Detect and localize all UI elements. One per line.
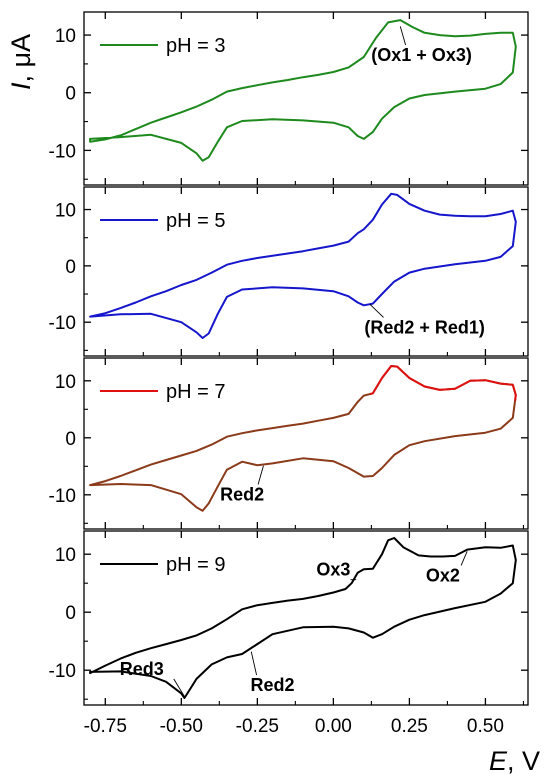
panel-frame <box>83 357 529 530</box>
series-line <box>89 19 517 162</box>
annotation-label: Ox2 <box>426 565 460 585</box>
panel-frame <box>83 11 529 186</box>
annotation-label: (Ox1 + Ox3) <box>371 45 472 65</box>
panel-2: 10 0 -10 pH = 5 (Red2 + Red1) <box>49 186 529 357</box>
annotation-leader <box>369 303 384 318</box>
series-line-upper <box>369 365 517 401</box>
series-line <box>89 192 517 339</box>
annotation-leader <box>257 465 264 485</box>
y-tick-label: 10 <box>55 372 76 393</box>
series-line <box>89 537 517 699</box>
y-tick-label: 10 <box>55 201 76 222</box>
annotation-leader <box>173 678 185 697</box>
x-tick-label: -0.25 <box>236 716 279 737</box>
x-axis-title: E, V <box>489 746 540 776</box>
panel-3: 10 0 -10 pH = 7 Red2 <box>49 357 529 530</box>
y-tick-label: 0 <box>65 257 76 278</box>
legend-label: pH = 5 <box>166 210 225 232</box>
x-axis-title-variable: E <box>489 746 508 776</box>
annotation-label: Red2 <box>220 485 264 505</box>
panel-4: 10 0 -10 pH = 9 Ox3 Ox2 Red3 Red2 <box>49 530 529 706</box>
annotation-label: Red3 <box>120 659 164 679</box>
panel-frame <box>83 530 529 706</box>
panels-layer: 10 0 -10 pH = 3 (Ox1 + Ox3) 10 0 -10 pH = 5 (Red2… <box>49 11 529 737</box>
x-axis-title-unit: , V <box>507 746 540 776</box>
legend-label: pH = 3 <box>166 35 225 57</box>
y-tick-label: -10 <box>49 141 76 162</box>
y-axis-title: I, μA <box>6 34 36 90</box>
legend-label: pH = 7 <box>166 381 225 403</box>
y-tick-label: 0 <box>65 84 76 105</box>
annotation-leader <box>460 551 468 566</box>
x-tick-label: -0.50 <box>160 716 203 737</box>
annotation-label: Red2 <box>251 675 295 695</box>
annotation-label: Ox3 <box>316 560 350 580</box>
y-tick-label: 10 <box>55 545 76 566</box>
y-axis-title-unit: , μA <box>6 34 36 83</box>
y-tick-label: 10 <box>55 26 76 47</box>
y-tick-label: 0 <box>65 429 76 450</box>
legend-label: pH = 9 <box>166 554 225 576</box>
annotation-leader <box>399 26 407 46</box>
x-tick-label: 0.25 <box>391 716 428 737</box>
x-tick-label: 0.50 <box>467 716 504 737</box>
panel-frame <box>83 186 529 357</box>
x-tick-label: -0.75 <box>84 716 127 737</box>
panel-1: 10 0 -10 pH = 3 (Ox1 + Ox3) <box>49 11 529 186</box>
y-axis-title-variable: I <box>6 82 36 90</box>
annotation-label: (Red2 + Red1) <box>364 317 485 337</box>
y-tick-label: -10 <box>49 661 76 682</box>
x-tick-label: 0.00 <box>315 716 352 737</box>
annotation-leader <box>250 651 258 676</box>
y-tick-label: -10 <box>49 313 76 334</box>
series-line-lower <box>89 365 517 512</box>
y-tick-label: -10 <box>49 486 76 507</box>
y-tick-label: 0 <box>65 603 76 624</box>
